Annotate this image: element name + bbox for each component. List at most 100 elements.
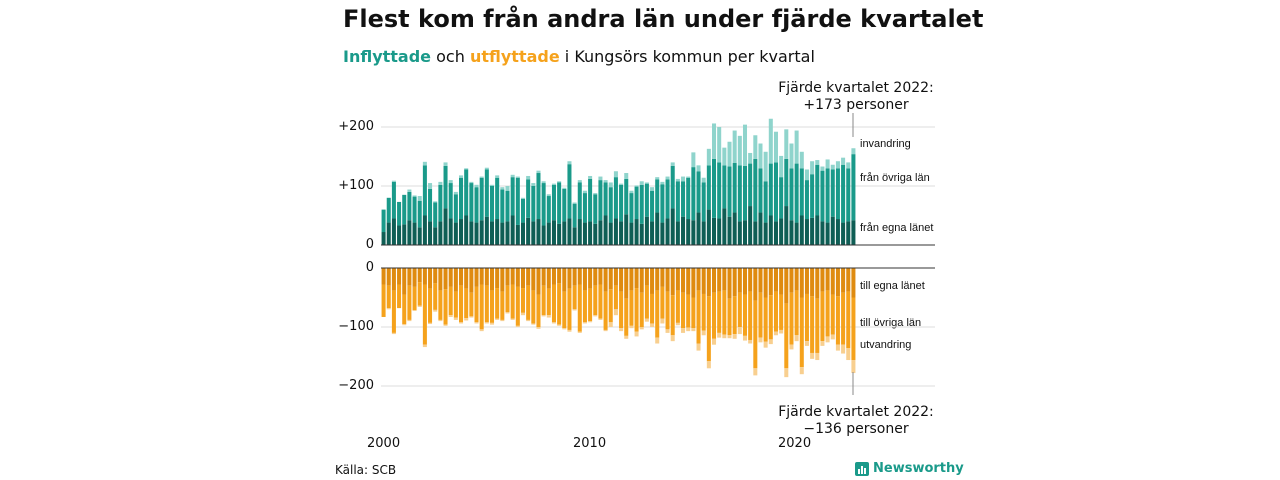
bar-utvandring	[779, 329, 784, 334]
bar-till-ovriga-lan	[428, 288, 433, 323]
bar-invandring	[551, 183, 556, 185]
bar-utvandring	[386, 308, 391, 310]
bar-till-ovriga-lan	[397, 284, 402, 309]
bar-fran-egna-lanet	[484, 216, 489, 245]
bar-fran-egna-lanet	[686, 219, 691, 245]
bar-fran-ovriga-lan	[464, 169, 469, 216]
bar-invandring	[489, 184, 495, 186]
bar-till-egna-lanet	[629, 268, 634, 291]
bar-till-ovriga-lan	[598, 284, 603, 319]
bar-till-egna-lanet	[696, 268, 701, 291]
bar-fran-egna-lanet	[593, 223, 598, 245]
bar-invandring	[619, 183, 624, 185]
bar-utvandring	[541, 315, 546, 317]
bar-fran-egna-lanet	[810, 217, 815, 245]
bar-till-egna-lanet	[428, 268, 433, 289]
bar-utvandring	[407, 319, 412, 322]
bar-till-egna-lanet	[779, 268, 784, 295]
bar-invandring	[391, 180, 396, 182]
bar-invandring	[495, 175, 500, 178]
bar-fran-egna-lanet	[660, 222, 665, 245]
bar-till-egna-lanet	[773, 268, 778, 292]
bar-invandring	[701, 177, 706, 183]
bar-invandring	[810, 161, 815, 175]
bar-invandring	[582, 190, 587, 194]
bar-till-ovriga-lan	[459, 285, 464, 323]
bar-invandring	[443, 162, 448, 166]
bar-till-ovriga-lan	[696, 290, 701, 344]
bar-invandring	[644, 182, 649, 184]
bar-fran-ovriga-lan	[412, 196, 417, 223]
y-tick-bottom-200: −200	[338, 378, 374, 393]
bar-fran-ovriga-lan	[557, 182, 562, 224]
bar-utvandring	[794, 335, 799, 342]
bar-till-egna-lanet	[722, 268, 727, 291]
bar-till-egna-lanet	[520, 268, 525, 289]
bar-utvandring	[701, 330, 706, 336]
bar-till-ovriga-lan	[810, 296, 815, 353]
chart-title: Flest kom från andra län under fjärde kv…	[343, 5, 984, 33]
bar-fran-egna-lanet	[815, 215, 820, 245]
bar-invandring	[438, 181, 443, 185]
bar-till-ovriga-lan	[407, 285, 412, 320]
y-tick-top-0: 0	[365, 237, 374, 252]
bar-invandring	[577, 180, 582, 183]
bar-fran-egna-lanet	[706, 209, 711, 245]
bar-fran-egna-lanet	[402, 224, 407, 245]
bar-till-egna-lanet	[484, 268, 489, 286]
bar-till-egna-lanet	[448, 268, 453, 287]
bar-till-egna-lanet	[443, 268, 448, 290]
bar-till-egna-lanet	[515, 268, 520, 287]
bar-invandring	[825, 159, 830, 169]
bar-fran-egna-lanet	[701, 221, 706, 245]
bar-fran-ovriga-lan	[520, 198, 525, 223]
bar-invandring	[650, 187, 655, 191]
bar-till-egna-lanet	[562, 268, 567, 292]
bar-till-egna-lanet	[469, 268, 474, 293]
bar-invandring	[464, 168, 469, 170]
bar-invandring	[588, 175, 593, 179]
bar-till-egna-lanet	[784, 268, 789, 304]
bar-fran-ovriga-lan	[588, 178, 593, 222]
bar-fran-egna-lanet	[386, 222, 391, 245]
bar-fran-ovriga-lan	[407, 191, 412, 221]
bar-till-ovriga-lan	[500, 291, 505, 320]
bar-utvandring	[438, 319, 443, 322]
bar-till-egna-lanet	[763, 268, 768, 298]
bar-utvandring	[582, 322, 587, 324]
bar-invandring	[696, 165, 701, 172]
bar-invandring	[562, 187, 567, 189]
bar-till-egna-lanet	[712, 268, 717, 293]
bar-fran-ovriga-lan	[732, 162, 737, 213]
bar-till-egna-lanet	[577, 268, 582, 285]
bar-utvandring	[768, 339, 773, 345]
bar-fran-egna-lanet	[779, 218, 784, 245]
bar-fran-ovriga-lan	[624, 178, 629, 215]
bar-till-ovriga-lan	[474, 286, 479, 323]
bar-fran-egna-lanet	[391, 218, 396, 245]
bar-fran-ovriga-lan	[381, 209, 386, 233]
bar-utvandring	[448, 315, 453, 317]
bar-till-egna-lanet	[536, 268, 541, 295]
bar-till-ovriga-lan	[830, 294, 835, 335]
bar-utvandring	[804, 341, 809, 346]
bar-till-ovriga-lan	[820, 291, 825, 342]
bar-till-ovriga-lan	[639, 292, 644, 327]
bar-till-ovriga-lan	[520, 288, 525, 313]
bar-till-ovriga-lan	[515, 286, 520, 326]
bar-utvandring	[613, 309, 618, 316]
bar-fran-ovriga-lan	[794, 163, 799, 223]
bar-fran-ovriga-lan	[484, 169, 489, 217]
bar-utvandring	[417, 305, 422, 307]
bar-invandring	[670, 162, 675, 166]
bar-till-ovriga-lan	[629, 290, 634, 326]
bar-invandring	[835, 161, 840, 169]
bar-till-ovriga-lan	[448, 286, 453, 316]
bar-fran-ovriga-lan	[681, 181, 686, 217]
bar-utvandring	[815, 352, 820, 361]
bar-fran-egna-lanet	[412, 222, 417, 245]
bar-utvandring	[593, 315, 598, 317]
bar-fran-egna-lanet	[510, 215, 515, 245]
bar-fran-ovriga-lan	[505, 190, 510, 222]
bar-fran-egna-lanet	[737, 221, 742, 245]
